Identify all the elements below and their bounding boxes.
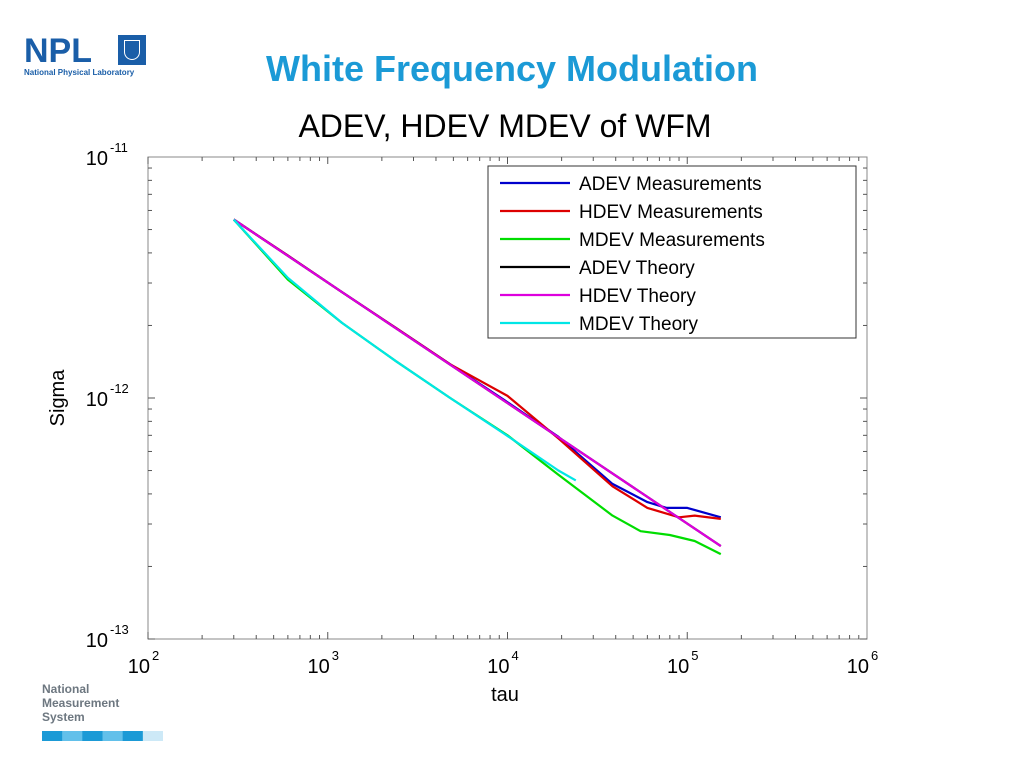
nms-bar-segment [62,731,83,741]
legend: ADEV Measurements HDEV Measurements MDEV M… [487,165,857,339]
x-tick-label: 10 [847,656,869,678]
x-tick-exponent: 5 [691,648,698,663]
axis-ticks [147,157,867,640]
x-axis-label: tau [491,684,519,706]
y-tick-label: 10 [86,389,108,411]
x-tick-exponent: 2 [152,648,159,663]
legend-label: ADEV Theory [579,258,695,279]
nms-color-bar [42,731,163,741]
y-tick-exponent: -13 [110,622,129,637]
x-tick-label: 10 [667,656,689,678]
nms-bar-segment [102,731,124,741]
nms-line: System [42,710,85,724]
x-tick-label: 10 [308,656,330,678]
slide-title: White Frequency Modulation [266,48,758,89]
x-tick-label: 10 [487,656,509,678]
npl-logo-subtitle: National Physical Laboratory [24,68,135,77]
x-tick-exponent: 6 [871,648,878,663]
npl-logo-text: NPL [24,32,92,70]
legend-label: MDEV Measurements [579,230,765,251]
legend-label: HDEV Measurements [579,202,763,223]
x-tick-exponent: 4 [512,648,519,663]
legend-box [487,165,857,339]
y-tick-label: 10 [86,630,108,652]
y-tick-label: 10 [86,148,108,170]
nms-bar-segment [82,731,103,741]
series-line [232,218,577,482]
x-tick-exponent: 3 [332,648,339,663]
nms-bar-segment [42,731,63,741]
y-axis-label: Sigma [47,369,69,427]
nms-bar-segment [142,731,163,741]
chart-title: ADEV, HDEV MDEV of WFM [298,108,711,144]
nms-logo-text: National Measurement System [42,682,119,724]
y-tick-exponent: -12 [110,381,129,396]
series-line [233,218,722,548]
npl-crest-icon [118,35,146,65]
y-tick-exponent: -11 [110,140,128,155]
nms-line: Measurement [42,696,120,710]
legend-label: HDEV Theory [579,286,696,307]
nms-bar-segment [122,731,144,741]
series-lines [232,218,722,556]
nms-line: National [42,682,90,696]
x-tick-label: 10 [128,656,150,678]
legend-label: ADEV Measurements [579,174,762,195]
legend-label: MDEV Theory [579,314,698,335]
